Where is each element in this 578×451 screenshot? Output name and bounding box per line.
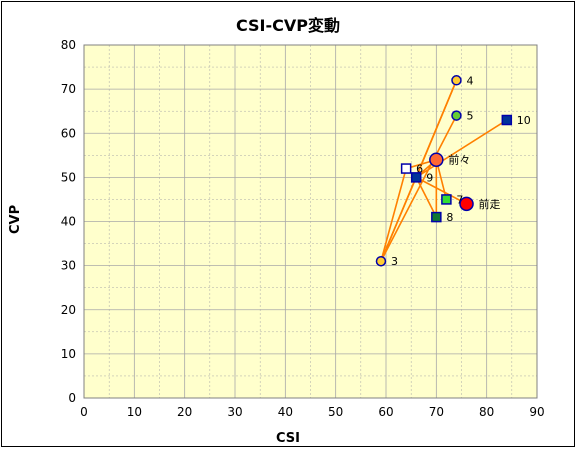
point-label-6: 6: [416, 163, 423, 176]
data-point-前々: [429, 152, 444, 167]
y-tick-label: 80: [61, 38, 76, 52]
y-tick-label: 0: [68, 391, 76, 405]
x-tick-label: 80: [479, 405, 494, 419]
plot-border: [83, 44, 538, 399]
x-tick-label: 50: [328, 405, 343, 419]
point-label-7: 7: [456, 193, 463, 206]
chart-title: CSI-CVP変動: [235, 16, 340, 35]
y-tick-label: 10: [61, 347, 76, 361]
x-tick-label: 60: [378, 405, 393, 419]
point-label-4: 4: [466, 74, 473, 87]
point-label-3: 3: [391, 255, 398, 268]
y-tick-label: 70: [61, 82, 76, 96]
x-tick-label: 30: [227, 405, 242, 419]
x-tick-label: 90: [529, 405, 544, 419]
x-tick-label: 40: [278, 405, 293, 419]
data-point-5: [451, 110, 462, 121]
connection-line: [415, 176, 467, 205]
point-label-8: 8: [446, 211, 453, 224]
data-point-9: [410, 172, 422, 183]
point-label-9: 9: [426, 171, 433, 184]
connection-line: [380, 115, 458, 262]
x-tick-label: 70: [429, 405, 444, 419]
point-label-前走: 前走: [479, 197, 501, 211]
x-tick-label: 0: [80, 405, 88, 419]
y-tick-label: 30: [61, 259, 76, 273]
data-point-前走: [459, 196, 474, 212]
connection-line: [415, 119, 508, 179]
x-tick-label: 20: [177, 405, 192, 419]
y-tick-label: 60: [61, 126, 76, 140]
data-point-6: [400, 163, 412, 174]
point-label-10: 10: [517, 114, 531, 127]
y-tick-label: 50: [61, 170, 76, 184]
point-label-5: 5: [466, 110, 473, 123]
y-tick-label: 40: [61, 215, 76, 229]
x-tick-label: 10: [127, 405, 142, 419]
data-point-10: [501, 114, 513, 126]
data-point-8: [431, 211, 442, 223]
connection-line: [380, 168, 407, 262]
data-point-3: [375, 255, 387, 267]
data-point-7: [441, 194, 452, 205]
x-axis-label: CSI: [276, 431, 300, 446]
connection-line: [415, 79, 458, 178]
data-point-4: [451, 75, 462, 86]
connection-line: [415, 177, 438, 218]
connection-line: [380, 177, 417, 262]
y-tick-label: 20: [61, 303, 76, 317]
point-label-前々: 前々: [448, 153, 470, 167]
